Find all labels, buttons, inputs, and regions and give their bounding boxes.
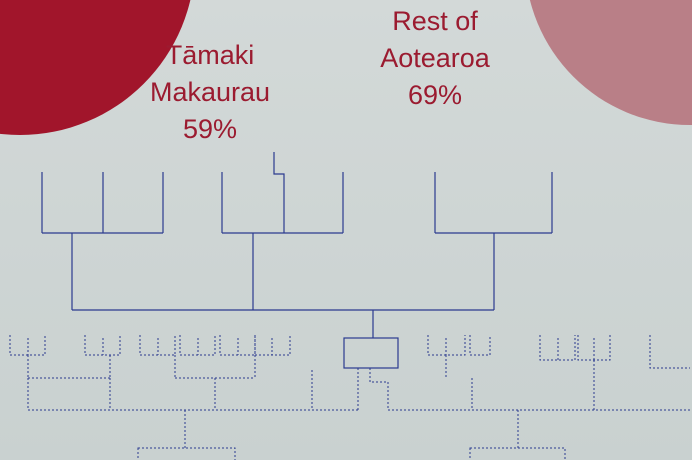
region-name-1: Rest of	[392, 6, 478, 36]
region-percent: 59%	[183, 114, 237, 144]
region-name-2: Aotearoa	[380, 43, 491, 73]
region-percent: 69%	[408, 80, 462, 110]
region-name-2: Makaurau	[150, 77, 270, 107]
dashed-tree	[9, 335, 690, 460]
solid-tree	[41, 152, 553, 369]
right-circle	[529, 0, 692, 125]
left-circle	[0, 0, 191, 135]
region-name-1: Tāmaki	[166, 40, 255, 70]
